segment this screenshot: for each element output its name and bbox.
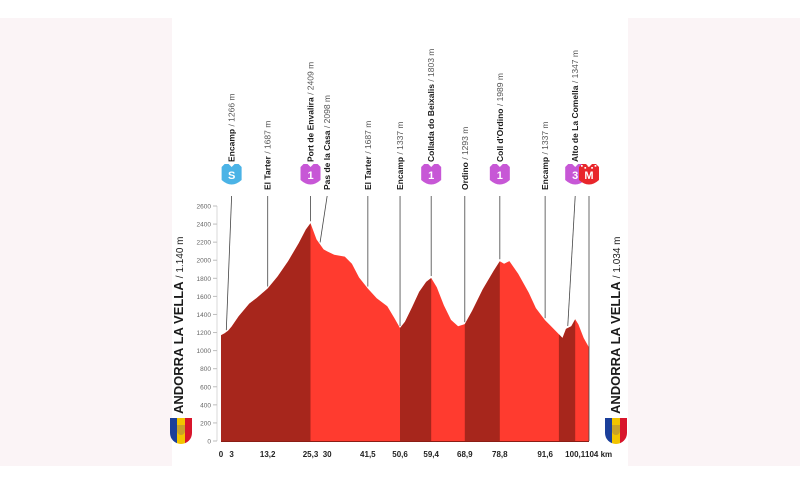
- waypoint-label: Port de Envalira / 2409 m: [306, 62, 316, 162]
- x-tick-label: 91,6: [537, 450, 553, 459]
- y-tick-label: 1200: [197, 330, 212, 337]
- y-tick-label: 400: [200, 402, 211, 409]
- checker-square: [581, 165, 583, 167]
- y-tick-label: 2600: [197, 204, 212, 211]
- x-tick-label: 78,8: [492, 450, 508, 459]
- waypoint-label: Encamp / 1266 m: [227, 93, 237, 162]
- climb-badge-label: 1: [307, 170, 313, 182]
- waypoint-label: El Tarter / 1687 m: [263, 121, 273, 190]
- waypoint-altitude: / 1337 m: [395, 121, 405, 156]
- y-tick-label: 2000: [197, 258, 212, 265]
- start-name: ANDORRA LA VELLA: [171, 281, 186, 414]
- x-tick-label: 25,3: [303, 450, 319, 459]
- andorra-flag-icon: [605, 418, 627, 444]
- x-tick-label: 0: [219, 450, 224, 459]
- waypoint-name: Alto de La Comella: [570, 85, 580, 162]
- checker-square: [591, 167, 593, 169]
- waypoint-altitude: / 1803 m: [426, 49, 436, 84]
- waypoint-altitude: / 1266 m: [227, 93, 237, 128]
- waypoint-name: Collada do Beixalis: [426, 84, 436, 162]
- climb-segment: [400, 278, 432, 441]
- climb-badge-icon: [421, 164, 442, 185]
- climb-badge-icon: [300, 164, 321, 185]
- waypoint-label: Alto de La Comella / 1347 m: [570, 50, 580, 162]
- finish-altitude: 1.034 m: [612, 236, 623, 273]
- waypoint-name: Pas de la Casa: [322, 130, 332, 190]
- climb-badge-icon: [489, 164, 510, 185]
- sprint-badge-label: S: [228, 170, 235, 182]
- climb-segment: [464, 261, 500, 441]
- finish-badge-icon: [579, 164, 599, 185]
- start-location-label: ANDORRA LA VELLA / 1.140 m: [171, 236, 186, 415]
- y-tick-label: 1000: [197, 348, 212, 355]
- waypoint-altitude: / 2098 m: [322, 95, 332, 130]
- waypoint-name: El Tarter: [263, 155, 273, 190]
- waypoint-name: Encamp: [227, 129, 237, 162]
- y-tick-label: 1400: [197, 312, 212, 319]
- left-background-band: [0, 18, 172, 466]
- x-tick-label: 104 km: [585, 450, 612, 459]
- climb-badge-label: 1: [497, 170, 503, 182]
- x-tick-label: 68,9: [457, 450, 473, 459]
- waypoint-label: Collada do Beixalis / 1803 m: [426, 49, 436, 162]
- waypoint-label: El Tarter / 1687 m: [363, 121, 373, 190]
- waypoint-label: Ordino / 1293 m: [460, 127, 470, 190]
- waypoint-altitude: / 1989 m: [495, 73, 505, 108]
- waypoint-altitude: / 2409 m: [306, 62, 316, 97]
- waypoint-name: Encamp: [395, 157, 405, 190]
- waypoint-altitude: / 1687 m: [263, 121, 273, 156]
- waypoint-connector-line: [319, 195, 328, 243]
- finish-badge-label: M: [584, 170, 593, 182]
- y-tick-label: 2400: [197, 222, 212, 229]
- waypoint-name: Encamp: [540, 157, 550, 190]
- start-altitude: 1.140 m: [175, 236, 186, 273]
- waypoint-name: Coll d'Ordino: [495, 109, 505, 163]
- right-background-band: [628, 18, 800, 466]
- waypoint-label: Pas de la Casa / 2098 m: [322, 95, 332, 190]
- x-tick-label: 50,6: [392, 450, 408, 459]
- waypoint-name: Ordino: [460, 162, 470, 190]
- y-tick-label: 1600: [197, 294, 212, 301]
- waypoint-altitude: / 1347 m: [570, 50, 580, 85]
- sprint-badge-icon: [221, 164, 242, 185]
- waypoint-label: Encamp / 1337 m: [540, 121, 550, 190]
- finish-location-label: ANDORRA LA VELLA / 1.034 m: [608, 236, 623, 415]
- x-tick-label: 41,5: [360, 450, 376, 459]
- waypoint-altitude: / 1687 m: [363, 121, 373, 156]
- andorra-flag-icon: [170, 418, 192, 444]
- x-tick-label: 30: [323, 450, 332, 459]
- waypoint-altitude: / 1293 m: [460, 127, 470, 162]
- waypoint-connector-line: [225, 195, 233, 331]
- x-tick-label: 3: [229, 450, 234, 459]
- x-tick-label: 100,1: [565, 450, 586, 459]
- y-tick-label: 1800: [197, 276, 212, 283]
- climb-segment: [221, 223, 311, 441]
- x-tick-label: 13,2: [260, 450, 276, 459]
- checker-square: [587, 165, 590, 167]
- climb-badge-label: 1: [428, 170, 434, 182]
- y-tick-label: 800: [200, 366, 211, 373]
- waypoint-connector-line: [567, 195, 576, 327]
- y-tick-label: 600: [200, 384, 211, 391]
- climb-badge-label: 3: [572, 170, 578, 182]
- waypoint-label: Coll d'Ordino / 1989 m: [495, 73, 505, 162]
- waypoint-name: Port de Envalira: [306, 97, 316, 162]
- y-tick-label: 2200: [197, 240, 212, 247]
- y-tick-label: 0: [207, 439, 211, 446]
- waypoint-label: Encamp / 1337 m: [395, 121, 405, 190]
- waypoint-altitude: / 1337 m: [540, 121, 550, 156]
- checker-square: [584, 167, 587, 169]
- climb-segment: [558, 319, 576, 441]
- waypoint-name: El Tarter: [363, 155, 373, 190]
- x-tick-label: 59,4: [423, 450, 439, 459]
- finish-name: ANDORRA LA VELLA: [608, 281, 623, 414]
- checker-square: [594, 165, 597, 167]
- y-tick-label: 200: [200, 420, 211, 427]
